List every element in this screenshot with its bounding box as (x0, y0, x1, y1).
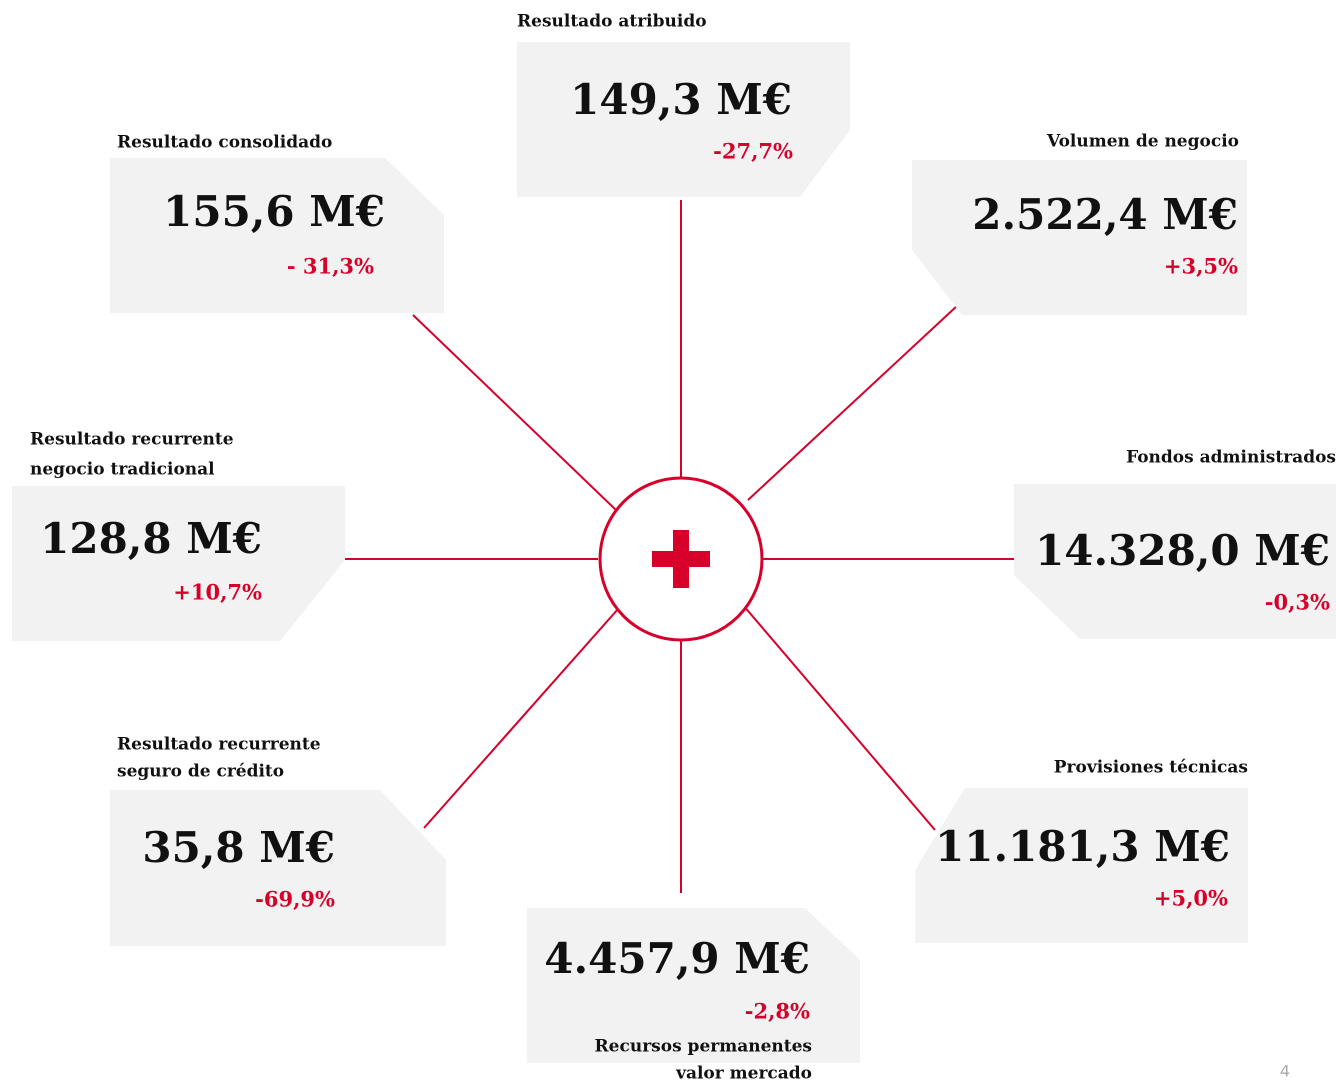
node-change: -69,9% (255, 887, 335, 912)
node-label: Resultado recurrente (30, 430, 234, 450)
node-label: valor mercado (675, 1064, 812, 1082)
node-change: - 31,3% (287, 254, 374, 279)
node-value: 4.457,9 M€ (544, 934, 810, 983)
node-label: Recursos permanentes (595, 1037, 812, 1057)
node-label: Resultado atribuido (517, 12, 707, 32)
boxes (12, 42, 1336, 1063)
node-label: seguro de crédito (117, 762, 284, 782)
node-value: 2.522,4 M€ (972, 190, 1238, 239)
node-change: +10,7% (173, 580, 262, 605)
node-label: Volumen de negocio (1046, 132, 1239, 152)
node-value: 149,3 M€ (570, 75, 792, 124)
node-label: Provisiones técnicas (1054, 758, 1248, 778)
node-change: +3,5% (1164, 254, 1238, 279)
node-value: 14.328,0 M€ (1035, 526, 1330, 575)
node-change: +5,0% (1154, 886, 1228, 911)
node-value: 35,8 M€ (142, 823, 335, 872)
node-value: 155,6 M€ (163, 187, 385, 236)
node-value: 128,8 M€ (40, 514, 262, 563)
node-change: -0,3% (1265, 590, 1330, 615)
page-number: 4 (1280, 1062, 1290, 1081)
node-label: Resultado recurrente (117, 735, 321, 755)
node-label: Fondos administrados (1126, 448, 1336, 468)
node-change: -2,8% (745, 999, 810, 1024)
node-label: Resultado consolidado (117, 133, 332, 153)
connectors (345, 200, 1014, 893)
node-change: -27,7% (713, 139, 793, 164)
plus-icon (652, 530, 710, 588)
node-value: 11.181,3 M€ (935, 822, 1230, 871)
node-label: negocio tradicional (30, 460, 215, 480)
